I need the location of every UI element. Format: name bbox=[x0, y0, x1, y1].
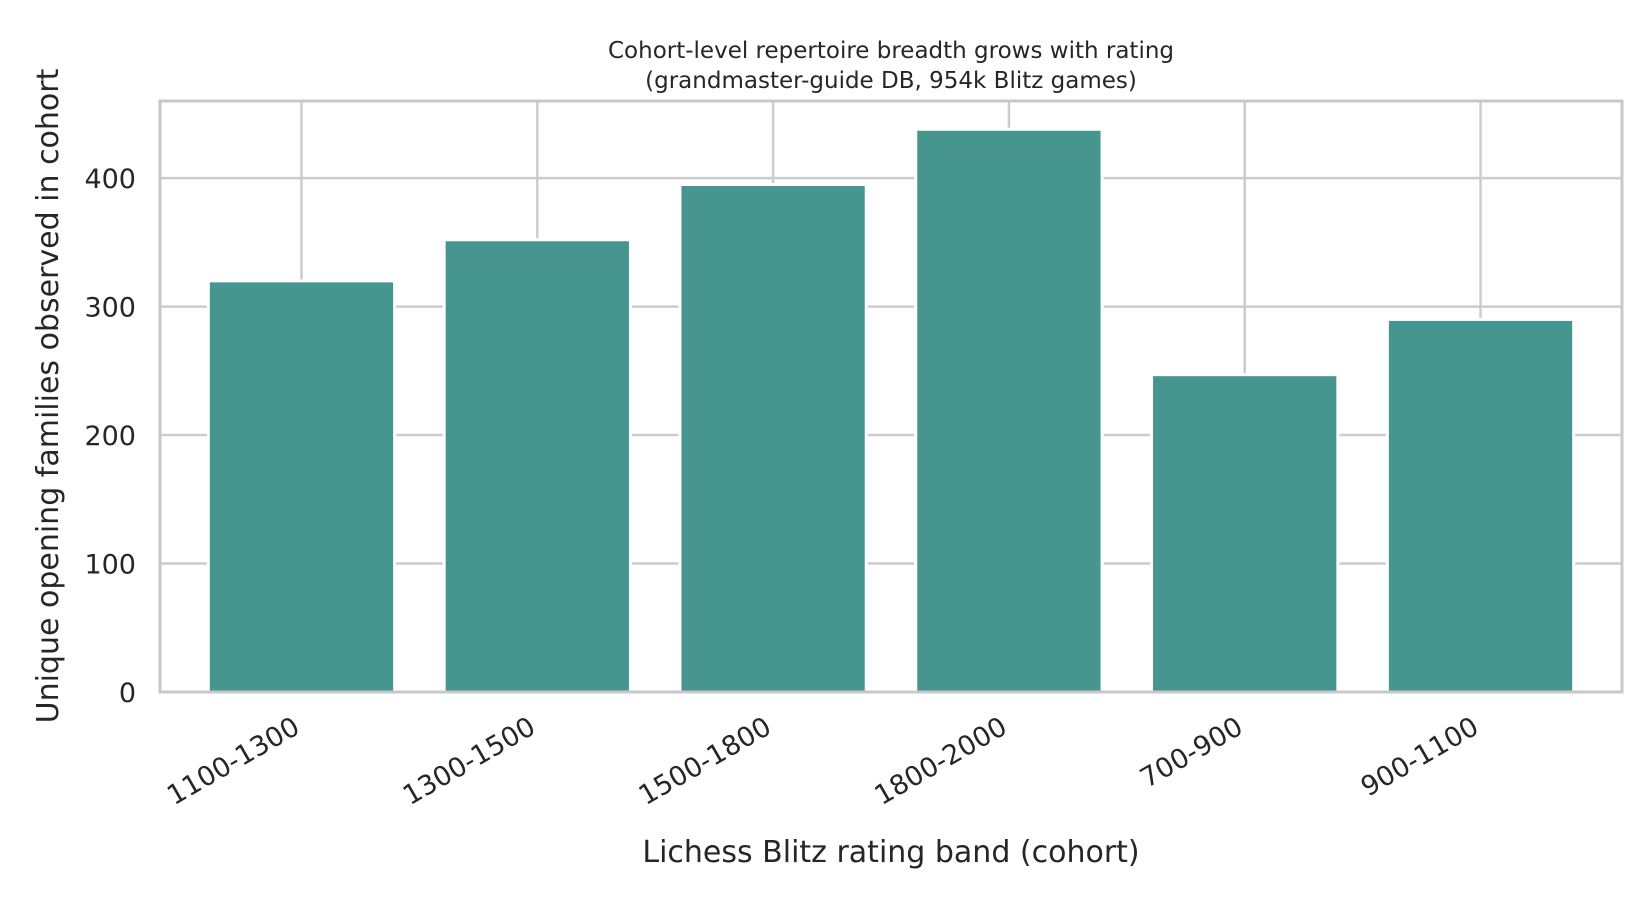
y-tick-label: 200 bbox=[84, 421, 136, 452]
chart-title-line-1: Cohort-level repertoire breadth grows wi… bbox=[608, 38, 1174, 64]
bars bbox=[206, 127, 1576, 694]
x-tick-label: 700-900 bbox=[1135, 711, 1248, 794]
chart-title-line-2: (grandmaster-guide DB, 954k Blitz games) bbox=[645, 68, 1137, 94]
x-tick-label: 1300-1500 bbox=[398, 711, 541, 811]
bar-1300-1500 bbox=[442, 238, 632, 694]
plot-frame bbox=[158, 99, 1624, 694]
y-tick-label: 400 bbox=[84, 164, 136, 195]
y-tick-label: 100 bbox=[84, 550, 136, 581]
bar-1100-1300 bbox=[206, 279, 397, 694]
x-tick-label: 1800-2000 bbox=[869, 711, 1012, 811]
x-tick-label: 900-1100 bbox=[1356, 711, 1484, 803]
bar-1500-1800 bbox=[678, 183, 868, 694]
y-tick-label: 300 bbox=[84, 293, 136, 324]
y-tick-labels: 0 100 200 300 400 bbox=[84, 164, 136, 709]
bar-900-1100 bbox=[1385, 317, 1576, 694]
x-tick-label: 1100-1300 bbox=[162, 711, 305, 811]
bar-700-900 bbox=[1150, 373, 1340, 694]
x-axis-label: Lichess Blitz rating band (cohort) bbox=[642, 835, 1139, 870]
y-tick-label: 0 bbox=[119, 678, 136, 709]
x-tick-label: 1500-1800 bbox=[634, 711, 777, 811]
x-tick-labels: 1100-1300 1300-1500 1500-1800 1800-2000 700-… bbox=[162, 711, 1484, 811]
bar-1800-2000 bbox=[914, 127, 1104, 694]
y-axis-label: Unique opening families observed in coho… bbox=[31, 68, 66, 723]
